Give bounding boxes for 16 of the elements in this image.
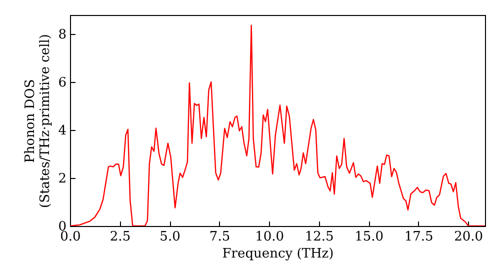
- line-series: [70, 24, 485, 226]
- x-tick-label: 5.0: [160, 230, 180, 244]
- y-tick-label: 2: [58, 172, 66, 187]
- y-axis-title: Phonon DOS (States/THz·primitive cell): [23, 34, 54, 208]
- y-tick-label: 4: [58, 124, 66, 139]
- x-tick-label: 10.0: [255, 230, 284, 244]
- x-tick-label: 15.0: [354, 230, 384, 244]
- y-tick-label: 6: [58, 76, 66, 91]
- x-tick-label: 20.0: [454, 230, 484, 244]
- x-tick-label: 7.5: [209, 230, 230, 244]
- x-tick-label: 0.0: [60, 230, 81, 244]
- x-axis-title: Frequency (THz): [222, 246, 334, 262]
- x-tick-label: 2.5: [110, 230, 131, 244]
- y-tick-label: 8: [58, 28, 66, 43]
- x-tick-label: 12.5: [304, 230, 334, 244]
- x-tick-label: 17.5: [404, 230, 434, 244]
